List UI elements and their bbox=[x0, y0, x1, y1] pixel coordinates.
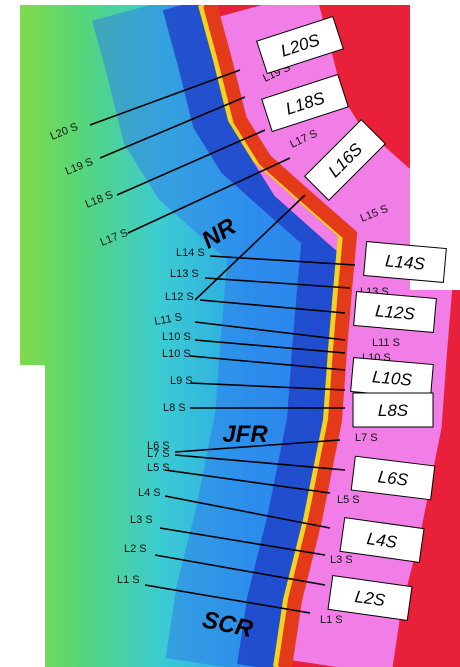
line-label-start: L5 S bbox=[147, 462, 170, 474]
line-label-start: L12 S bbox=[165, 291, 194, 303]
label-box: L14S bbox=[364, 242, 447, 283]
line-label-start: L8 S bbox=[163, 402, 186, 414]
line-label-start: L2 S bbox=[124, 543, 147, 555]
label-box: L12S bbox=[354, 292, 437, 333]
label-box: L8S bbox=[353, 393, 433, 427]
line-label-start: L10 S bbox=[162, 331, 191, 343]
line-label-start: L9 S bbox=[170, 375, 193, 387]
line-label-start: L3 S bbox=[130, 514, 153, 526]
line-label-start: L14 S bbox=[176, 247, 205, 259]
line-label-end: L3 S bbox=[330, 554, 353, 566]
line-label-start: L7 S bbox=[147, 448, 170, 460]
line-label-end: L1 S bbox=[320, 614, 343, 626]
map: L20 SL19 SL18 SL17 SL14 SL13 SL12 SL11 S… bbox=[0, 0, 460, 667]
line-label-end: L11 S bbox=[372, 337, 400, 349]
box-label: L6S bbox=[377, 467, 410, 490]
line-label-start: L1 S bbox=[117, 574, 140, 586]
box-label: L12S bbox=[374, 301, 416, 323]
line-label-end: L5 S bbox=[337, 494, 360, 506]
bathymetry bbox=[0, 0, 460, 667]
region-label: JFR bbox=[222, 421, 268, 448]
line-label-start: L10 S bbox=[162, 348, 191, 360]
box-label: L8S bbox=[378, 401, 409, 420]
line-label-start: L4 S bbox=[138, 487, 161, 499]
box-label: L14S bbox=[384, 251, 426, 273]
line-label-end: L7 S bbox=[355, 432, 378, 444]
box-label: L10S bbox=[371, 367, 413, 389]
label-box: L10S bbox=[351, 358, 434, 399]
line-label-start: L13 S bbox=[170, 268, 199, 280]
